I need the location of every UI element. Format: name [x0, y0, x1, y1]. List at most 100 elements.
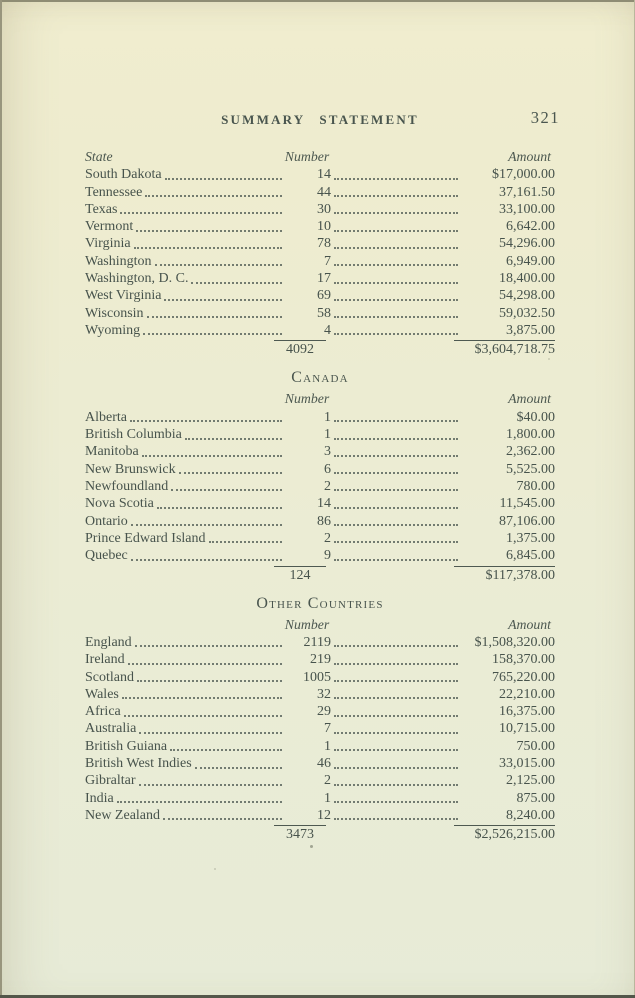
- total-number: 3473: [274, 825, 326, 843]
- column-header-amount: Amount: [508, 616, 551, 632]
- row-number: 12: [317, 807, 331, 823]
- row-label: British Guiana: [85, 738, 168, 754]
- leader-dots: [334, 437, 458, 440]
- row-number: 9: [324, 548, 331, 564]
- leader-dots: [334, 697, 458, 700]
- table-body: South Dakota 14 $17,000.00 Tennessee 44 37,16…: [85, 166, 555, 339]
- table-row: Ontario 86 87,106.00: [85, 512, 555, 529]
- table-row: Wyoming 4 3,875.00: [85, 322, 555, 339]
- scan-speck: [310, 845, 313, 848]
- table-row: Wisconsin 58 59,032.50: [85, 304, 555, 321]
- row-label: British Columbia: [85, 427, 182, 443]
- leader-dots: [170, 749, 282, 752]
- table-row: West Virginia 69 54,298.00: [85, 287, 555, 304]
- table-row: England 2119 $1,508,320.00: [85, 634, 555, 651]
- leader-dots: [178, 472, 282, 475]
- table-row: New Zealand 12 8,240.00: [85, 807, 555, 824]
- leader-dots: [127, 662, 282, 665]
- leader-dots: [334, 489, 458, 492]
- row-label: Ireland: [85, 652, 125, 668]
- row-amount: 765,220.00: [492, 669, 555, 685]
- table-body: Alberta 1 $40.00 British Columbia 1 1,800.00 M…: [85, 408, 555, 564]
- column-header-row: Number Amount: [85, 391, 555, 408]
- table-row: Washington 7 6,949.00: [85, 252, 555, 269]
- row-amount: 54,296.00: [499, 236, 555, 252]
- leader-dots: [334, 801, 458, 804]
- row-amount: 875.00: [516, 790, 556, 806]
- table-row: Vermont 10 6,642.00: [85, 218, 555, 235]
- table-row: Texas 30 33,100.00: [85, 201, 555, 218]
- running-head-row: SUMMARY STATEMENT 321: [85, 0, 558, 130]
- row-amount: 780.00: [516, 478, 556, 494]
- page-number: 321: [530, 108, 560, 127]
- row-label: India: [85, 790, 114, 806]
- leader-dots: [334, 246, 458, 249]
- leader-dots: [194, 766, 282, 769]
- row-label: Quebec: [85, 548, 128, 564]
- row-number: 4: [324, 322, 331, 338]
- row-number: 2: [324, 530, 331, 546]
- table-row: Quebec 9 6,845.00: [85, 547, 555, 564]
- leader-dots: [123, 714, 282, 717]
- row-number: 2119: [303, 634, 331, 650]
- leader-dots: [163, 818, 282, 821]
- row-label: Scotland: [85, 669, 134, 685]
- leader-dots: [334, 472, 458, 475]
- column-header-row: Number Amount: [85, 617, 555, 634]
- table-row: Virginia 78 54,296.00: [85, 235, 555, 252]
- row-amount: 1,800.00: [506, 427, 555, 443]
- row-label: Gibraltar: [85, 773, 136, 789]
- column-header-number: Number: [284, 149, 330, 164]
- row-label: New Brunswick: [85, 461, 176, 477]
- leader-dots: [134, 645, 282, 648]
- table-row: South Dakota 14 $17,000.00: [85, 166, 555, 183]
- leader-dots: [334, 177, 458, 180]
- row-number: 1: [324, 427, 331, 443]
- row-number: 32: [317, 686, 331, 702]
- leader-dots: [334, 195, 458, 198]
- row-label: Virginia: [85, 236, 131, 252]
- leader-dots: [334, 645, 458, 648]
- table-row: British Columbia 1 1,800.00: [85, 426, 555, 443]
- leader-dots: [146, 316, 282, 319]
- table-row: Australia 7 10,715.00: [85, 720, 555, 737]
- leader-dots: [121, 697, 282, 700]
- row-label: Wales: [85, 686, 119, 702]
- scan-speck: [548, 358, 550, 360]
- table-row: Gibraltar 2 2,125.00: [85, 772, 555, 789]
- row-amount: 1,375.00: [506, 530, 555, 546]
- leader-dots: [334, 783, 458, 786]
- row-amount: 33,100.00: [499, 201, 555, 217]
- row-number: 219: [310, 652, 331, 668]
- section-heading: Canada: [291, 369, 349, 387]
- page-content: SUMMARY STATEMENT 321 State Number Amoun…: [85, 0, 558, 847]
- leader-dots: [133, 246, 282, 249]
- leader-dots: [130, 524, 282, 527]
- row-amount: 54,298.00: [499, 288, 555, 304]
- leader-dots: [334, 558, 458, 561]
- row-amount: 37,161.50: [499, 184, 555, 200]
- leader-dots: [334, 714, 458, 717]
- leader-dots: [334, 454, 458, 457]
- row-number: 44: [317, 184, 331, 200]
- row-label: Wisconsin: [85, 305, 144, 321]
- row-number: 2: [324, 478, 331, 494]
- table-row: Manitoba 3 2,362.00: [85, 443, 555, 460]
- row-amount: 750.00: [516, 738, 556, 754]
- row-label: Vermont: [85, 219, 134, 235]
- row-number: 86: [317, 513, 331, 529]
- row-amount: 11,545.00: [499, 496, 555, 512]
- table-row: India 1 875.00: [85, 789, 555, 806]
- row-label: West Virginia: [85, 288, 162, 304]
- row-amount: 22,210.00: [499, 686, 555, 702]
- row-label: Wyoming: [85, 322, 141, 338]
- section-other-countries: Other Countries Number Amount England 211…: [85, 595, 555, 847]
- row-number: 14: [317, 167, 331, 183]
- row-amount: $1,508,320.00: [474, 634, 556, 650]
- table-row: British Guiana 1 750.00: [85, 737, 555, 754]
- scan-edge-top: [0, 0, 635, 2]
- total-amount: $3,604,718.75: [454, 340, 555, 358]
- table-row: Ireland 219 158,370.00: [85, 651, 555, 668]
- leader-dots: [164, 177, 282, 180]
- row-label: Ontario: [85, 513, 128, 529]
